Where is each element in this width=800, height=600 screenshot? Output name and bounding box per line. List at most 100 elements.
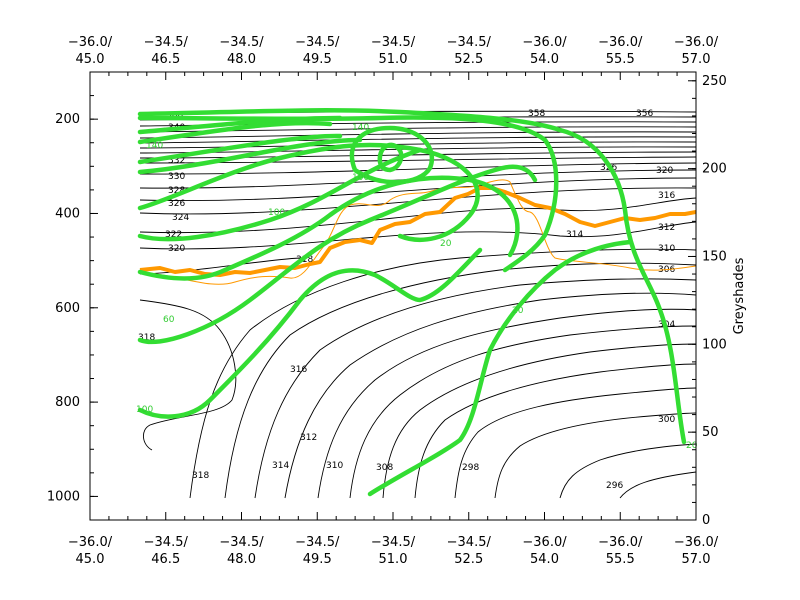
contour-label: 314 — [272, 461, 289, 471]
theta-contours — [139, 110, 696, 499]
contour-label: 310 — [658, 244, 675, 254]
theta-contour-line — [139, 141, 696, 149]
wind-contour-line — [137, 133, 343, 165]
pressure-axis: 200 400 600 800 1000 — [47, 71, 98, 521]
x-tick-label-lat: −34.5/ — [295, 35, 340, 50]
theta-contour-line — [139, 197, 696, 234]
contour-label: 320 — [656, 166, 673, 176]
contour-label: 324 — [172, 213, 189, 223]
wind-contour-line — [137, 137, 363, 175]
theta-contour-line — [559, 443, 696, 499]
wind-label: 60 — [163, 315, 175, 325]
greyshades-tick-label: 0 — [702, 513, 710, 528]
contour-label: 318 — [192, 471, 209, 481]
theta-contour-line — [139, 221, 696, 250]
x-tick-label-lon: 46.5 — [151, 552, 180, 567]
greyshades-axis-title: Greyshades — [732, 257, 747, 334]
x-tick-label-lat: −34.5/ — [371, 35, 416, 50]
contour-label: 316 — [658, 191, 675, 201]
contour-label: 318 — [138, 333, 155, 343]
theta-contour-line — [139, 299, 237, 451]
x-tick-label-lon: 54.0 — [530, 52, 559, 67]
theta-contour-line — [139, 131, 696, 139]
x-tick-label-lon: 51.0 — [379, 552, 408, 567]
contour-label: 312 — [300, 433, 317, 443]
x-tick-label-lon: 48.0 — [227, 52, 256, 67]
greyshades-tick-label: 150 — [702, 249, 727, 264]
x-tick-label-lon: 57.0 — [682, 552, 711, 567]
wind-contour-line — [137, 120, 333, 145]
x-tick-label-lat: −34.5/ — [144, 535, 189, 550]
theta-contour-line — [349, 325, 696, 499]
wind-label: 20 — [440, 239, 452, 249]
x-tick-label-lon: 46.5 — [151, 52, 180, 67]
x-tick-label-lat: −34.5/ — [371, 535, 416, 550]
x-tick-label-lon: 49.5 — [303, 552, 332, 567]
greyshades-tick-label: 100 — [702, 337, 727, 352]
pressure-tick-label: 1000 — [47, 489, 80, 504]
theta-contour-line — [619, 471, 696, 499]
wind-label: 140 — [146, 141, 163, 151]
x-tick-label-lon: 48.0 — [227, 552, 256, 567]
x-tick-label-lon: 52.5 — [454, 52, 483, 67]
pressure-tick-label: 600 — [55, 301, 80, 316]
wind-contour-line — [137, 142, 480, 242]
contour-label: 314 — [566, 230, 583, 240]
contour-label: 358 — [528, 109, 545, 119]
theta-contour-line — [224, 262, 696, 499]
tropopause-line — [139, 186, 696, 277]
x-tick-label-lon: 45.0 — [76, 52, 105, 67]
theta-contour-line — [414, 363, 696, 499]
greyshades-tick-label: 200 — [702, 162, 727, 177]
contour-label: 298 — [462, 463, 479, 473]
wind-contour-line — [367, 239, 633, 497]
wind-contour-line — [137, 247, 483, 419]
greyshades-axis: 0 50 100 150 200 250 — [688, 74, 727, 528]
contour-label: 296 — [606, 481, 623, 491]
x-tick-label-lon: 55.5 — [606, 552, 635, 567]
x-tick-label-lat: −36.0/ — [68, 35, 113, 50]
greyshade-line — [139, 179, 696, 285]
pressure-tick-label: 400 — [55, 206, 80, 221]
contour-label: 312 — [658, 223, 675, 233]
x-tick-label-lat: −34.5/ — [144, 35, 189, 50]
contour-label: 320 — [168, 244, 185, 254]
x-axis-bottom: −36.0/45.0 −34.5/46.5 −34.5/48.0 −34.5/49.5… — [68, 512, 719, 567]
wind-contour-labels: 140 100 100 140 20 60 100 20 20 — [136, 123, 698, 451]
theta-contour-line — [254, 278, 696, 499]
x-tick-label-lat: −36.0/ — [598, 35, 643, 50]
theta-contour-labels: 360 358 356 340 332 330 328 326 324 322 … — [138, 109, 675, 491]
theta-contour-line — [382, 343, 696, 499]
wind-label: 140 — [352, 123, 369, 133]
x-tick-label-lon: 49.5 — [303, 52, 332, 67]
x-tick-label-lat: −36.0/ — [68, 535, 113, 550]
theta-contour-line — [454, 387, 696, 499]
x-tick-label-lat: −34.5/ — [447, 35, 492, 50]
x-tick-label-lat: −36.0/ — [598, 535, 643, 550]
contour-label: 326 — [168, 199, 185, 209]
pressure-tick-label: 200 — [55, 112, 80, 127]
wind-label: 100 — [268, 208, 285, 218]
x-tick-label-lon: 57.0 — [682, 52, 711, 67]
x-tick-label-lat: −34.5/ — [219, 535, 264, 550]
wind-contours — [137, 108, 687, 497]
theta-contour-line — [139, 257, 301, 275]
wind-label: 100 — [352, 173, 369, 183]
x-tick-label-lat: −34.5/ — [295, 535, 340, 550]
x-tick-label-lon: 51.0 — [379, 52, 408, 67]
contour-label: 332 — [168, 156, 185, 166]
x-axis-top: −36.0/45.0 −34.5/46.5 −34.5/48.0 −34.5/49.5… — [68, 35, 719, 80]
wind-label: 100 — [136, 405, 153, 415]
contour-label: 308 — [376, 463, 393, 473]
wind-label: 20 — [686, 441, 698, 451]
x-tick-label-lat: −36.0/ — [522, 535, 567, 550]
x-tick-label-lat: −36.0/ — [674, 35, 719, 50]
x-tick-label-lat: −36.0/ — [674, 535, 719, 550]
contour-label: 328 — [168, 186, 185, 196]
x-tick-label-lat: −34.5/ — [447, 535, 492, 550]
theta-contour-line — [139, 162, 696, 175]
theta-contour-line — [284, 292, 696, 499]
contour-label: 330 — [168, 172, 185, 182]
x-tick-label-lon: 55.5 — [606, 52, 635, 67]
